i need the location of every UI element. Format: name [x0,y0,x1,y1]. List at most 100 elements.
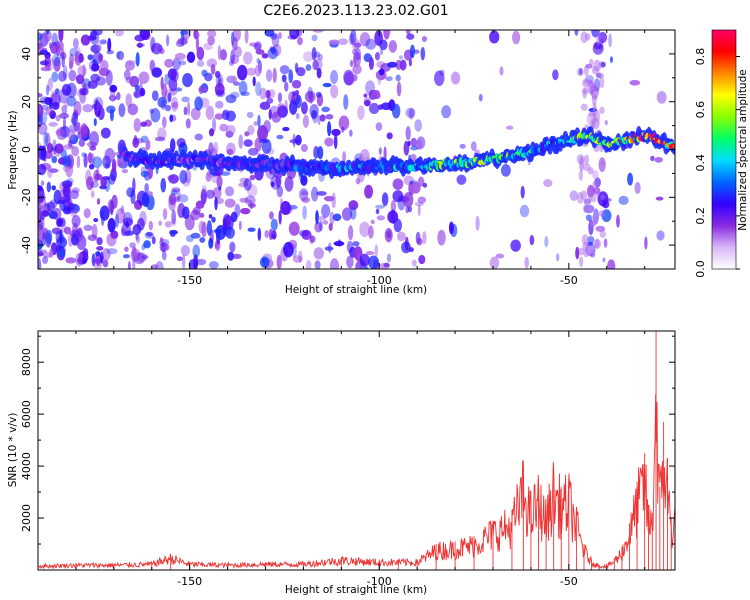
heatmap-noise-cell [583,249,589,258]
colorbar-tick-label: 0.4 [694,154,707,172]
heatmap-noise-cell [192,206,201,216]
heatmap-noise-cell [316,67,322,79]
heatmap-noise-cell [603,238,608,248]
heatmap-noise-cell [317,145,324,160]
heatmap-y-tick-label: 40 [20,47,33,61]
heatmap-noise-cell [93,30,103,36]
heatmap-noise-cell [42,252,52,259]
heatmap-noise-cell [49,41,59,54]
heatmap-noise-cell [174,52,186,61]
heatmap-noise-cell [592,180,598,189]
heatmap-noise-cell [403,192,414,208]
heatmap-noise-cell [71,145,80,157]
heatmap-noise-cell [92,156,103,169]
heatmap-noise-cell [408,58,413,67]
heatmap-noise-cell [137,217,145,231]
heatmap-noise-cell [180,245,191,257]
heatmap-noise-cell [353,54,357,68]
heatmap-noise-cell [382,30,391,38]
heatmap-noise-cell [51,185,57,191]
heatmap-noise-cell [416,237,423,246]
heatmap-noise-cell [270,181,275,187]
heatmap-noise-cell [288,69,294,84]
heatmap-noise-cell [214,113,224,120]
heatmap-noise-cell [312,110,319,124]
heatmap-noise-cell [181,96,190,103]
heatmap-noise-cell [63,226,72,235]
heatmap-noise-cell [255,81,262,97]
heatmap-noise-cell [218,186,222,191]
heatmap-noise-cell [59,112,69,119]
heatmap-noise-cell [395,59,403,71]
heatmap-ridge-cell [671,144,675,149]
heatmap-noise-cell [54,143,64,154]
heatmap-noise-cell [413,49,420,54]
heatmap-noise-cell [181,254,186,269]
colorbar-label: Normalized spectral amplitude [737,69,749,230]
heatmap-noise-cell [208,214,213,219]
heatmap-noise-cell [62,206,72,215]
heatmap-noise-cell [214,83,225,96]
heatmap-noise-cell [151,264,159,269]
heatmap-noise-cell [348,200,359,211]
heatmap-noise-cell [654,156,663,163]
heatmap-noise-cell [62,165,71,172]
heatmap-noise-cell [592,102,597,111]
heatmap-noise-cell [167,68,177,80]
heatmap-noise-cell [359,32,371,47]
heatmap-noise-cell [80,123,89,139]
heatmap-noise-cell [391,103,401,119]
heatmap-noise-cell [379,262,391,269]
heatmap-noise-cell [352,241,360,247]
heatmap-noise-cell [328,242,332,254]
heatmap-noise-cell [349,206,357,220]
heatmap-noise-cell [226,148,234,155]
heatmap-noise-cell [589,58,594,66]
heatmap-noise-cell [89,30,100,45]
heatmap-noise-cell [212,117,217,133]
heatmap-noise-cell [175,196,180,203]
heatmap-noise-cell [294,134,302,146]
heatmap-noise-cell [39,60,50,66]
heatmap-noise-cell [177,194,189,203]
heatmap-noise-cell [313,247,325,260]
colorbar: 0.0 0.2 0.4 0.6 0.8 Normalized spectral ampl… [694,29,749,278]
heatmap-noise-cell [201,185,207,195]
heatmap-noise-cell [298,229,310,237]
heatmap-noise-cell [81,152,86,158]
heatmap-noise-cell [132,177,136,193]
heatmap-noise-cell [203,42,213,51]
heatmap-noise-cell [270,175,281,190]
heatmap-noise-cell [62,185,71,198]
heatmap-noise-cell [450,71,461,85]
heatmap-noise-cell [90,190,95,198]
snr-axes: -150 -100 -50 2000 4000 6000 8000 [20,331,675,588]
colorbar-gradient [711,29,737,270]
heatmap-noise-cell [408,247,414,253]
heatmap-noise-cell [317,54,324,61]
heatmap-noise-cell [38,149,41,165]
heatmap-noise-cell [247,199,253,205]
heatmap-noise-cell [350,59,354,68]
heatmap-noise-cell [140,121,147,127]
heatmap-noise-cell [77,121,81,135]
heatmap-noise-cell [599,106,605,115]
heatmap-noise-cell [556,253,560,262]
heatmap-noise-cell [207,30,217,38]
heatmap-noise-cell [311,46,317,61]
heatmap-noise-cell [205,105,214,120]
snr-y-tick-label: 2000 [20,504,33,532]
heatmap-noise-cell [259,87,267,100]
heatmap-noise-cell [131,246,137,259]
heatmap-noise-cell [61,83,72,96]
heatmap-noise-cell [277,92,283,103]
heatmap-noise-cell [201,221,207,238]
heatmap-noise-cell [38,204,44,211]
heatmap-noise-cell [298,250,303,263]
heatmap-noise-cell [321,106,330,113]
heatmap-noise-cell [327,121,332,137]
heatmap-noise-cell [325,113,334,120]
heatmap-noise-cell [122,254,130,259]
heatmap-noise-cell [254,40,262,50]
heatmap-noise-cell [353,246,363,261]
